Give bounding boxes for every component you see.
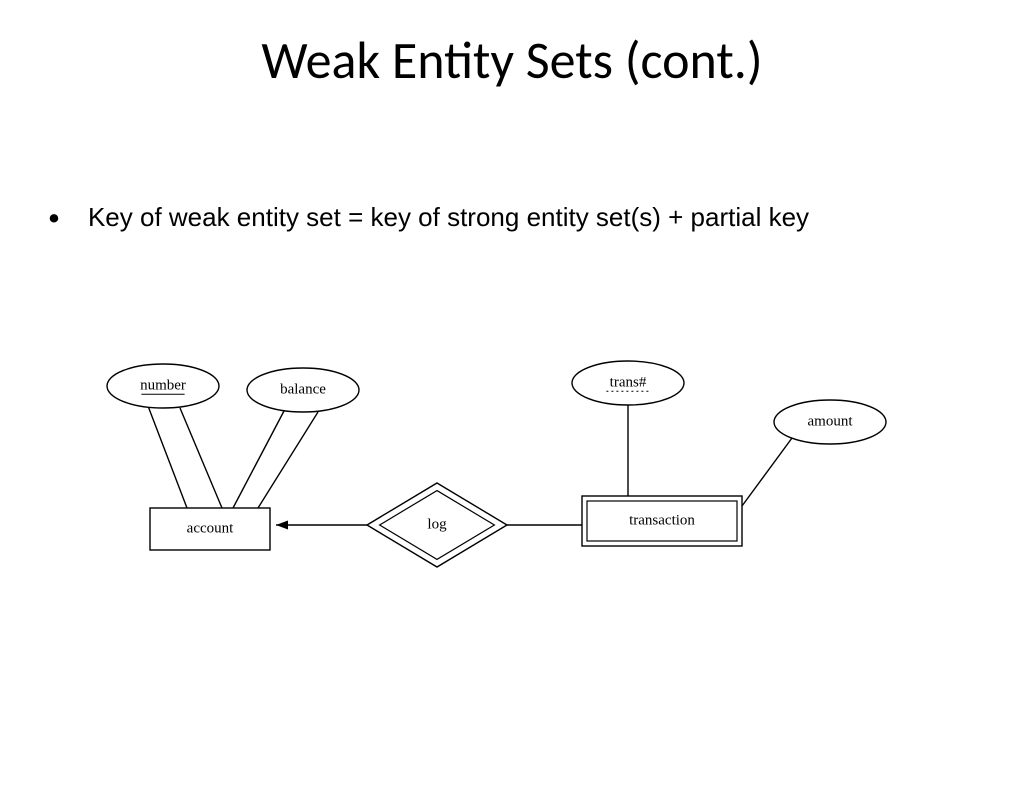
er-diagram: number balance trans# amount account transact… bbox=[0, 28, 1024, 796]
node-label: account bbox=[187, 520, 234, 536]
node-label: trans# bbox=[610, 374, 647, 390]
edge bbox=[233, 411, 284, 508]
node-label: balance bbox=[280, 381, 326, 397]
node-label: log bbox=[427, 516, 447, 532]
edge bbox=[180, 408, 222, 508]
node-label: amount bbox=[808, 413, 854, 429]
nodes: number balance trans# amount account transact… bbox=[107, 361, 886, 567]
arrowhead-icon bbox=[276, 521, 288, 530]
edge bbox=[742, 438, 792, 506]
edge bbox=[258, 412, 318, 508]
node-label: transaction bbox=[629, 512, 695, 528]
node-label: number bbox=[140, 377, 186, 393]
edge bbox=[148, 406, 187, 508]
